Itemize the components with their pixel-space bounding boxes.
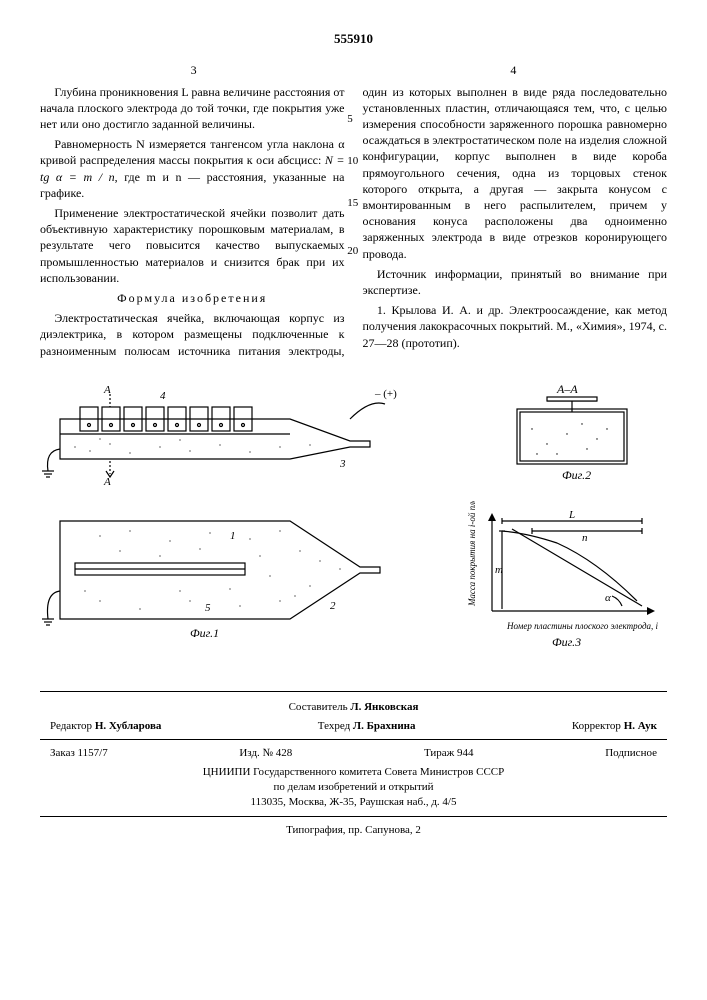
callout: 5 bbox=[205, 602, 211, 614]
chart-label-n: n bbox=[582, 532, 588, 544]
imprint-footer: Составитель Л. Янковская Редактор Н. Хуб… bbox=[40, 691, 667, 838]
polarity-label: – (+) bbox=[374, 388, 397, 400]
line-num: 20 bbox=[347, 244, 358, 259]
paragraph: Источник информации, принятый во внимани… bbox=[363, 266, 668, 298]
figure-plan-view: 1 2 5 Фиг.1 bbox=[40, 501, 400, 641]
powder-fill bbox=[84, 530, 340, 609]
paragraph: Глубина проникновения L равна величине р… bbox=[40, 84, 345, 133]
powder-fill bbox=[531, 423, 607, 454]
paragraph: 1. Крылова И. А. и др. Электроосаждение,… bbox=[363, 302, 668, 351]
composer-name: Л. Янковская bbox=[350, 701, 418, 713]
figure-side-view: А А 4 3 – (+) bbox=[40, 379, 400, 489]
chart-y-axis-label: Масса покрытия на i-ой пластине, Δmᵢ bbox=[467, 501, 477, 607]
powder-fill bbox=[74, 438, 310, 453]
publisher-address: 113035, Москва, Ж-35, Раушская наб., д. … bbox=[40, 795, 667, 810]
figure-chart: L n m α Масса покрытия на i-ой пластине,… bbox=[457, 501, 667, 651]
figure-label: Фиг.3 bbox=[552, 635, 581, 649]
section-mark: А bbox=[103, 476, 111, 488]
chart-label-m: m bbox=[495, 564, 503, 576]
print-run: Тираж 944 bbox=[424, 746, 474, 761]
figure-label: Фиг.1 bbox=[190, 626, 219, 640]
figure-section-aa: А–А Фиг.2 bbox=[487, 379, 667, 489]
editor-name: Н. Хубларова bbox=[95, 720, 162, 732]
composer-label: Составитель bbox=[289, 701, 348, 713]
corrector-label: Корректор bbox=[572, 720, 621, 732]
line-num: 10 bbox=[347, 154, 358, 169]
tech-label: Техред bbox=[318, 720, 350, 732]
text-run: Равномерность N измеряется тангенсом угл… bbox=[40, 137, 345, 167]
body-text: Глубина проникновения L равна величине р… bbox=[40, 84, 667, 359]
editor-label: Редактор bbox=[50, 720, 92, 732]
col-num-right: 4 bbox=[360, 62, 667, 78]
publisher-org: ЦНИИПИ Государственного комитета Совета … bbox=[40, 765, 667, 780]
order-number: Заказ 1157/7 bbox=[50, 746, 108, 761]
printer-info: Типография, пр. Сапунова, 2 bbox=[40, 823, 667, 838]
section-mark: А bbox=[103, 384, 111, 396]
document-number: 555910 bbox=[40, 30, 667, 48]
paragraph: Равномерность N измеряется тангенсом угл… bbox=[40, 136, 345, 201]
figure-label: Фиг.2 bbox=[562, 468, 591, 482]
chart-label-L: L bbox=[568, 509, 575, 521]
chart-x-axis-label: Номер пластины плоского электрода, i bbox=[506, 621, 659, 631]
line-number-gutter: 5 10 15 20 Глубина проникновения L равна… bbox=[40, 84, 667, 359]
paragraph: Применение электростатической ячейки поз… bbox=[40, 205, 345, 286]
line-num: 5 bbox=[347, 112, 353, 127]
tech-name: Л. Брахнина bbox=[353, 720, 416, 732]
line-num: 15 bbox=[347, 196, 358, 211]
chart-label-alpha: α bbox=[605, 592, 611, 604]
col-num-left: 3 bbox=[40, 62, 347, 78]
callout: 2 bbox=[330, 600, 336, 612]
figures-block: А А 4 3 – (+) А–А Фиг.2 bbox=[40, 379, 667, 651]
callout: 4 bbox=[160, 390, 166, 402]
publisher-org-line2: по делам изобретений и открытий bbox=[40, 780, 667, 795]
section-title: А–А bbox=[556, 382, 578, 396]
corrector-name: Н. Аук bbox=[624, 720, 657, 732]
callout: 3 bbox=[339, 458, 346, 470]
column-numbers: 3 4 bbox=[40, 62, 667, 78]
claims-heading: Формула изобретения bbox=[40, 290, 345, 306]
callout: 1 bbox=[230, 530, 236, 542]
subscription: Подписное bbox=[605, 746, 657, 761]
edition-number: Изд. № 428 bbox=[239, 746, 292, 761]
